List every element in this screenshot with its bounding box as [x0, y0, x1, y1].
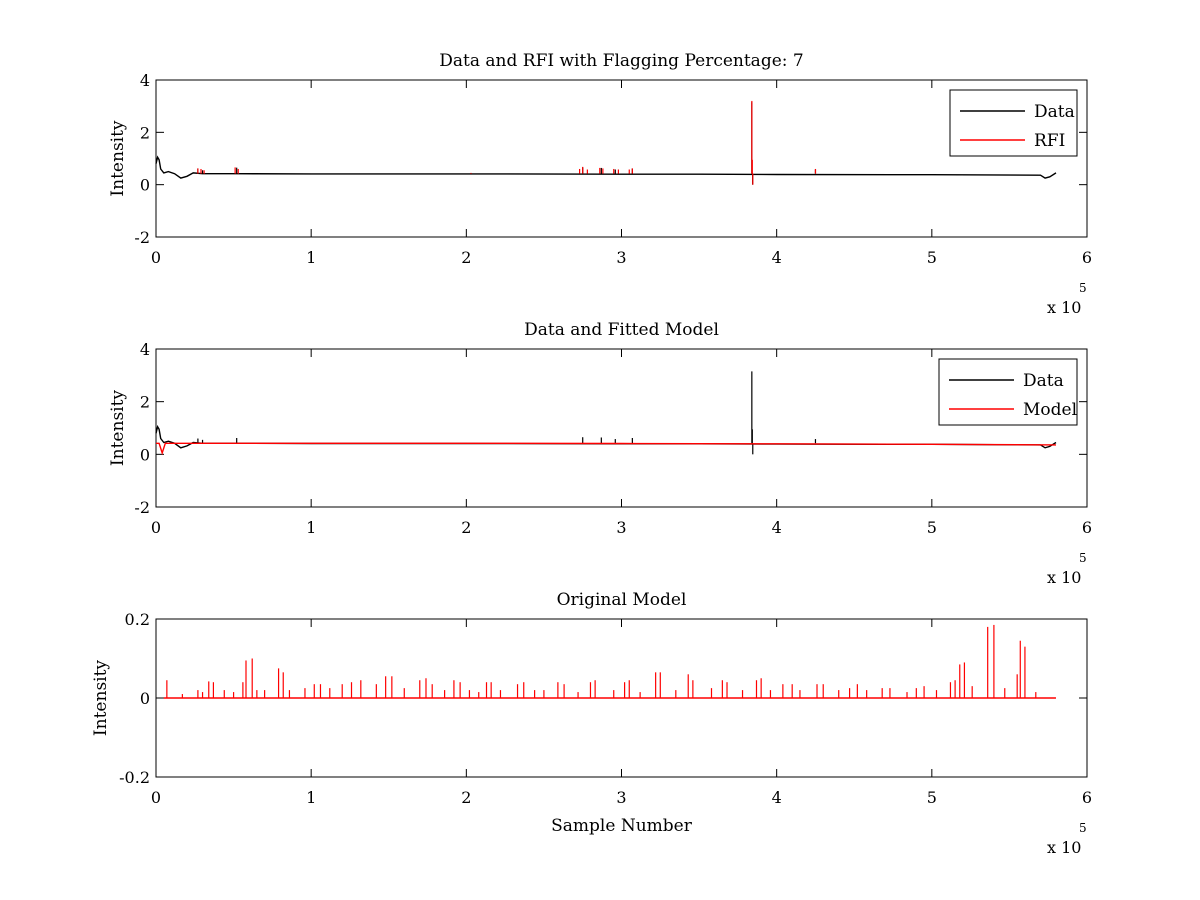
x-tick-label: 1 [306, 788, 316, 807]
x-tick-label: 0 [151, 518, 161, 537]
y-tick-label: -2 [134, 498, 150, 517]
x-tick-label: 2 [461, 248, 471, 267]
x-exponent-base: x 10 [1047, 838, 1081, 857]
legend-label: Data [1034, 102, 1075, 122]
plot-area [155, 79, 1088, 238]
y-tick-label: 0 [140, 445, 150, 464]
y-tick-label: -2 [134, 228, 150, 247]
x-exponent-power: 5 [1079, 281, 1087, 295]
y-tick-label: 2 [140, 393, 150, 412]
x-tick-label: 1 [306, 518, 316, 537]
x-tick-label: 4 [772, 248, 782, 267]
x-axis-label: Sample Number [551, 816, 693, 836]
x-tick-label: 5 [927, 518, 937, 537]
y-axis-label: Intensity [108, 390, 128, 466]
chart-title: Data and RFI with Flagging Percentage: 7 [439, 51, 803, 71]
y-axis-label: Intensity [108, 120, 128, 196]
x-tick-label: 2 [461, 788, 471, 807]
chart-panel-3: Original Model Intensity Sample Number 0 1 2 3… [91, 590, 1092, 857]
series-rfi [197, 100, 817, 185]
x-tick-label: 5 [927, 788, 937, 807]
chart-panel-1: Data and RFI with Flagging Percentage: 7… [108, 51, 1092, 317]
x-exponent-power: 5 [1079, 821, 1087, 835]
x-tick-label: 0 [151, 248, 161, 267]
y-tick-label: -0.2 [119, 768, 150, 787]
y-tick-label: 4 [140, 71, 150, 90]
x-tick-label: 3 [616, 788, 626, 807]
x-tick-label: 6 [1082, 788, 1092, 807]
x-exponent-base: x 10 [1047, 568, 1081, 587]
x-tick-label: 3 [616, 518, 626, 537]
legend-label: Model [1023, 400, 1077, 420]
x-tick-label: 0 [151, 788, 161, 807]
x-tick-label: 5 [927, 248, 937, 267]
y-tick-label: 4 [140, 340, 150, 359]
series-line [155, 155, 1057, 179]
x-exponent-power: 5 [1079, 551, 1087, 565]
legend-box [938, 358, 1078, 426]
x-tick-label: 4 [772, 518, 782, 537]
x-tick-label: 3 [616, 248, 626, 267]
y-tick-label: 0 [140, 176, 150, 195]
series-model [163, 624, 1056, 699]
series-model [156, 442, 1057, 456]
x-tick-label: 6 [1082, 518, 1092, 537]
series-line [156, 442, 1057, 456]
legend-label: RFI [1034, 131, 1065, 151]
y-tick-label: 2 [140, 123, 150, 142]
plot-area [155, 348, 1088, 508]
legend-label: Data [1023, 371, 1064, 391]
legend-box [949, 89, 1078, 157]
y-tick-label: 0 [140, 689, 150, 708]
x-tick-label: 6 [1082, 248, 1092, 267]
chart-title: Data and Fitted Model [524, 320, 719, 340]
x-tick-label: 2 [461, 518, 471, 537]
x-tick-label: 4 [772, 788, 782, 807]
legend: Data RFI [949, 89, 1078, 157]
x-exponent-base: x 10 [1047, 298, 1081, 317]
y-axis-label: Intensity [91, 660, 111, 736]
chart-title: Original Model [557, 590, 687, 610]
legend: Data Model [938, 358, 1078, 426]
y-tick-label: 0.2 [125, 610, 150, 629]
x-tick-label: 1 [306, 248, 316, 267]
